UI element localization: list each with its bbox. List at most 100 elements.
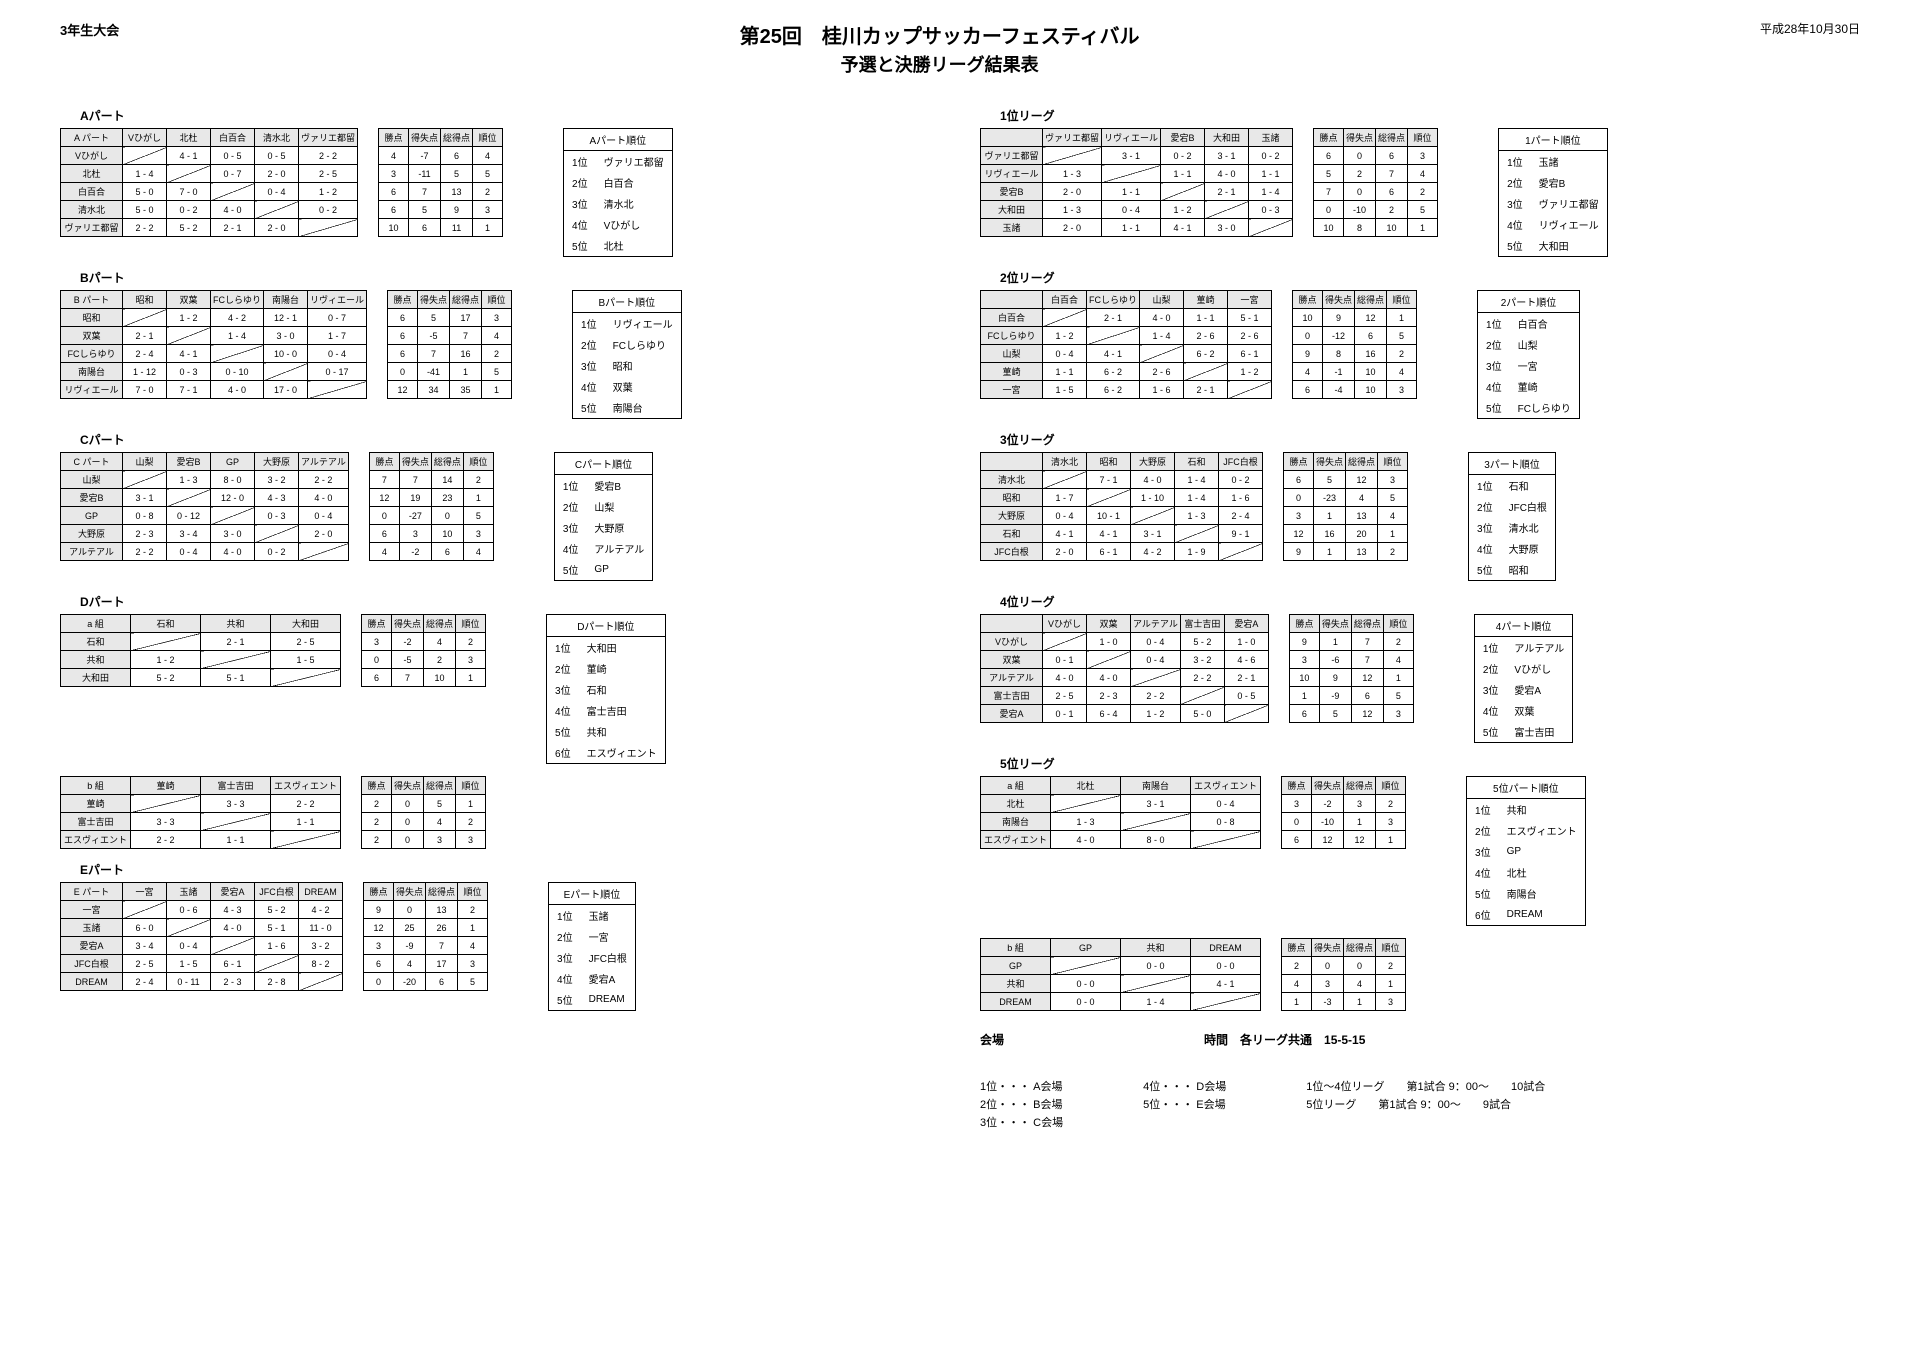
stat-cell: 6 [1284,471,1314,489]
stat-cell: 6 [441,147,473,165]
match-score: 3 - 0 [1205,219,1249,237]
match-score: 2 - 2 [299,147,358,165]
rank-pos: 2位 [1499,172,1531,193]
match-score: 8 - 2 [299,955,343,973]
stat-cell: 17 [426,955,458,973]
stats-table: 勝点得失点総得点順位3-2320-1013612121 [1281,776,1406,849]
match-score: 0 - 2 [255,543,299,561]
rank-pos: 4位 [1467,862,1499,883]
stat-cell: 12 [1351,669,1383,687]
rank-team: 山梨 [586,496,652,517]
stat-cell: 0 [1284,489,1314,507]
stat-cell: 3 [1376,993,1406,1011]
rank-pos: 2位 [1469,496,1501,517]
stat-cell: -10 [1344,201,1376,219]
rank-team: 大野原 [586,517,652,538]
stat-cell: 12 [1346,471,1378,489]
stat-cell: 7 [450,327,482,345]
stat-cell: 4 [463,543,493,561]
stat-cell: 7 [1351,651,1383,669]
stat-cell: 6 [364,955,394,973]
rank-pos: 5位 [564,235,596,257]
match-score: 5 - 2 [167,219,211,237]
stat-cell: -12 [1323,327,1355,345]
stat-cell: -11 [409,165,441,183]
rank-team: 玉諸 [581,905,636,927]
team-name: 大野原 [61,525,123,543]
stat-cell: 7 [1376,165,1408,183]
match-score: 4 - 0 [1205,165,1249,183]
rank-pos: 3位 [1469,517,1501,538]
rank-team: 大和田 [1531,235,1608,257]
stat-cell: 5 [418,309,450,327]
stats-table: 勝点得失点総得点順位6063527470620-1025108101 [1313,128,1438,237]
stat-cell: 2 [1383,633,1413,651]
stat-cell: 6 [1289,705,1319,723]
stat-cell: 1 [456,669,486,687]
stats-table: 勝点得失点総得点順位91723-6741091211-96565123 [1289,614,1414,723]
stat-cell: -23 [1314,489,1346,507]
team-name: 昭和 [61,309,123,327]
rank-team: 昭和 [605,355,682,376]
team-name: JFC白根 [61,955,123,973]
rank-team: 白百合 [1510,313,1580,335]
stat-cell: 9 [441,201,473,219]
match-score: 4 - 0 [211,201,255,219]
title-1: 第25回 桂川カップサッカーフェスティバル [119,20,1760,49]
venue-label: 会場 [980,1031,1004,1048]
stat-cell: 0 [369,507,399,525]
match-grid-3: b 組菫崎富士吉田エスヴィエント菫崎3 - 32 - 2富士吉田3 - 31 -… [60,776,341,849]
match-score: 3 - 2 [299,937,343,955]
match-score: 1 - 2 [1043,327,1087,345]
match-score: 0 - 10 [211,363,264,381]
stat-cell: 4 [379,147,409,165]
left-column: AパートA パートVひがし北杜白百合清水北ヴァリエ都留Vひがし4 - 10 - … [60,97,940,1132]
stat-cell: 9 [1293,345,1323,363]
stat-cell: 9 [1284,543,1314,561]
rank-pos: 5位 [1467,883,1499,904]
stat-cell: 6 [409,219,441,237]
match-score: 1 - 4 [1121,993,1191,1011]
stat-cell: 2 [482,345,512,363]
rank-pos: 1位 [1499,151,1531,173]
match-score: 1 - 7 [1043,489,1087,507]
stat-cell: 0 [431,507,463,525]
match-score: 0 - 5 [211,147,255,165]
match-score: 2 - 4 [1219,507,1263,525]
rank-team: FCしらゆり [605,334,682,355]
match-score: 4 - 1 [1087,525,1131,543]
match-score: 1 - 7 [308,327,367,345]
venue-item: 5位・・・ E会場 [1143,1096,1226,1112]
stat-cell: 23 [431,489,463,507]
stat-cell: 5 [473,165,503,183]
match-score: 12 - 0 [211,489,255,507]
match-score: 12 - 1 [264,309,308,327]
match-score: 1 - 4 [1140,327,1184,345]
stat-cell: 1 [463,489,493,507]
stat-cell: 4 [482,327,512,345]
match-score: 0 - 1 [1043,705,1087,723]
rank-table: Eパート順位1位玉諸2位一宮3位JFC白根4位愛宕A5位DREAM [548,882,636,1011]
match-score: 3 - 4 [167,525,211,543]
rank-pos: 2位 [554,496,586,517]
team-name: GP [61,507,123,525]
rank-pos: 5位 [554,559,586,581]
stat-cell: 1 [458,919,488,937]
stat-cell: 0 [388,363,418,381]
team-name: 愛宕A [61,937,123,955]
venue-item: 3位・・・ C会場 [980,1114,1063,1130]
schedule-item: 1位～4位リーグ 第1試合 9：00～ 10試合 [1306,1078,1545,1094]
stat-cell: 12 [1344,831,1376,849]
match-score: 2 - 1 [1205,183,1249,201]
rank-team: 昭和 [1501,559,1556,581]
stat-cell: 2 [456,813,486,831]
rank-pos: 3位 [573,355,605,376]
stat-cell: 5 [458,973,488,991]
match-score: 3 - 0 [211,525,255,543]
stat-cell: 7 [399,471,431,489]
match-score: 2 - 0 [1043,543,1087,561]
stat-cell: 4 [1344,975,1376,993]
team-name: 清水北 [61,201,123,219]
rank-team: DREAM [1499,904,1586,926]
match-score: 6 - 4 [1087,705,1131,723]
